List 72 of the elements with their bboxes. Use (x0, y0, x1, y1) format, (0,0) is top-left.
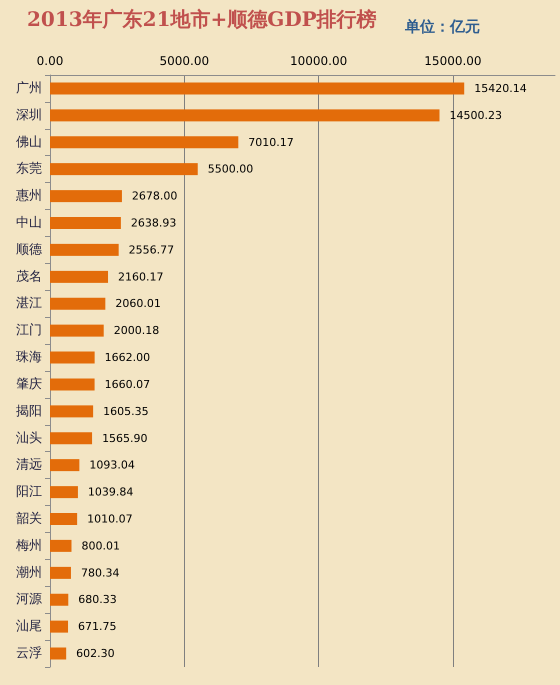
chart-subtitle: 单位：亿元 (404, 18, 480, 36)
data-label: 1010.07 (87, 512, 133, 526)
data-label: 602.30 (76, 647, 115, 660)
data-label: 1660.07 (104, 378, 150, 391)
data-label: 2556.77 (128, 243, 174, 256)
bar (50, 432, 92, 444)
y-tick-label: 顺德 (16, 242, 42, 258)
y-tick-label: 梅州 (15, 538, 42, 554)
y-tick-label: 佛山 (16, 134, 42, 150)
chart-title: 2013年广东21地市+顺德GDP排行榜 (27, 7, 377, 31)
bar (50, 459, 80, 472)
y-tick-label: 茂名 (16, 269, 42, 284)
bar (50, 513, 78, 525)
y-tick-label: 潮州 (16, 565, 42, 580)
x-tick-label: 10000.00 (290, 54, 348, 68)
bar (50, 486, 78, 498)
data-label: 680.33 (78, 593, 117, 606)
bar (50, 378, 95, 390)
bar (50, 405, 94, 418)
x-tick-label: 5000.00 (159, 54, 210, 68)
bar (50, 190, 122, 202)
y-tick-label: 湛江 (16, 296, 42, 312)
y-tick-label: 汕尾 (16, 619, 42, 634)
data-label: 2060.01 (115, 297, 161, 310)
bar (50, 217, 121, 229)
y-tick-label: 广州 (16, 80, 42, 96)
y-tick-label: 东莞 (16, 162, 42, 177)
bar (50, 648, 66, 660)
y-tick-label: 阳江 (16, 484, 42, 500)
bar (50, 324, 104, 337)
y-tick-label: 惠州 (15, 188, 42, 204)
data-label: 1093.04 (89, 458, 135, 472)
bar (50, 352, 95, 364)
bar (50, 163, 198, 176)
y-tick-label: 韶关 (16, 512, 42, 526)
y-tick-label: 肇庆 (16, 376, 42, 392)
bar (50, 540, 72, 552)
data-label: 2638.93 (130, 216, 176, 230)
bar (50, 244, 119, 256)
bar (50, 136, 238, 148)
bar (50, 298, 106, 310)
data-label: 2000.18 (114, 324, 160, 338)
y-tick-label: 清远 (16, 458, 42, 473)
data-label: 14500.23 (450, 108, 502, 122)
data-label: 1039.84 (88, 486, 134, 499)
y-tick-label: 江门 (16, 322, 42, 338)
data-label: 2160.17 (118, 270, 164, 284)
y-tick-label: 深圳 (16, 108, 42, 123)
data-label: 15420.14 (474, 82, 527, 95)
data-label: 5500.00 (208, 162, 254, 176)
bar (50, 620, 68, 633)
x-tick-label: 0.00 (36, 54, 64, 68)
data-label: 800.01 (81, 539, 120, 552)
data-label: 1565.90 (102, 432, 148, 445)
data-label: 671.75 (78, 620, 117, 634)
data-label: 2678.00 (132, 190, 178, 203)
bar (50, 82, 464, 94)
data-label: 1662.00 (104, 351, 150, 364)
y-tick-label: 珠海 (16, 350, 42, 366)
data-label: 1605.35 (103, 404, 149, 418)
y-tick-label: 汕头 (16, 430, 42, 446)
data-label: 7010.17 (248, 136, 294, 149)
y-tick-label: 中山 (16, 216, 42, 230)
bar (50, 270, 108, 283)
bar (50, 566, 71, 579)
y-tick-label: 揭阳 (16, 404, 42, 419)
data-label: 780.34 (80, 566, 120, 580)
y-tick-label: 河源 (16, 592, 42, 608)
y-tick-label: 云浮 (16, 646, 42, 662)
x-tick-label: 15000.00 (424, 54, 482, 68)
bar (50, 594, 68, 606)
bar (50, 109, 440, 122)
